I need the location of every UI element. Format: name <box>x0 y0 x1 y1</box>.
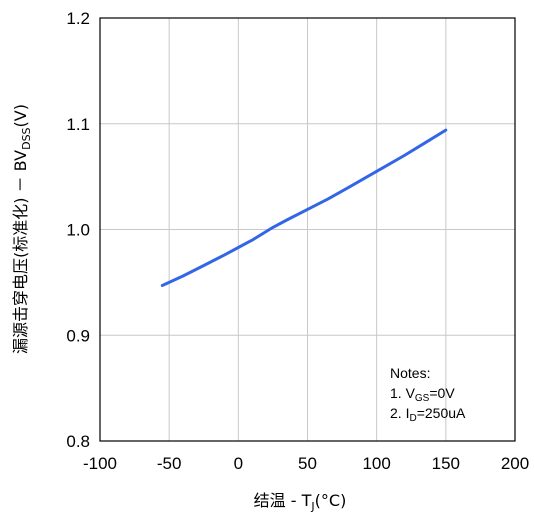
x-tick-label: 150 <box>432 454 460 473</box>
x-axis-title: 结温 - TJ(°C) <box>254 491 347 513</box>
y-tick-label: 1.2 <box>66 9 90 28</box>
y-axis-title: 漏源击穿电压(标准化) － BVDSS(V) <box>11 104 33 354</box>
x-tick-label: 0 <box>234 454 243 473</box>
notes-title: Notes: <box>390 365 430 381</box>
note-id: 2. ID=250uA <box>390 405 466 424</box>
y-tick-label: 0.9 <box>66 326 90 345</box>
grid <box>100 18 515 441</box>
y-tick-label: 1.0 <box>66 221 90 240</box>
x-tick-labels: -100 -50 0 50 100 150 200 <box>83 454 529 473</box>
y-tick-label: 1.1 <box>66 115 90 134</box>
x-axis-title-subscript: J <box>310 500 314 513</box>
x-tick-label: 50 <box>298 454 317 473</box>
x-tick-label: 200 <box>501 454 529 473</box>
note-vgs: 1. VGS=0V <box>390 385 455 404</box>
series-line <box>160 128 448 287</box>
x-tick-label: -50 <box>157 454 182 473</box>
y-tick-labels: 0.8 0.9 1.0 1.1 1.2 <box>66 9 90 451</box>
y-tick-label: 0.8 <box>66 432 90 451</box>
x-tick-label: -100 <box>83 454 117 473</box>
y-axis-title-subscript: DSS <box>20 127 33 149</box>
x-tick-label: 100 <box>362 454 390 473</box>
notes-box: Notes: 1. VGS=0V 2. ID=250uA <box>390 365 466 424</box>
series-layer <box>160 128 448 287</box>
plot-frame <box>99 17 516 442</box>
